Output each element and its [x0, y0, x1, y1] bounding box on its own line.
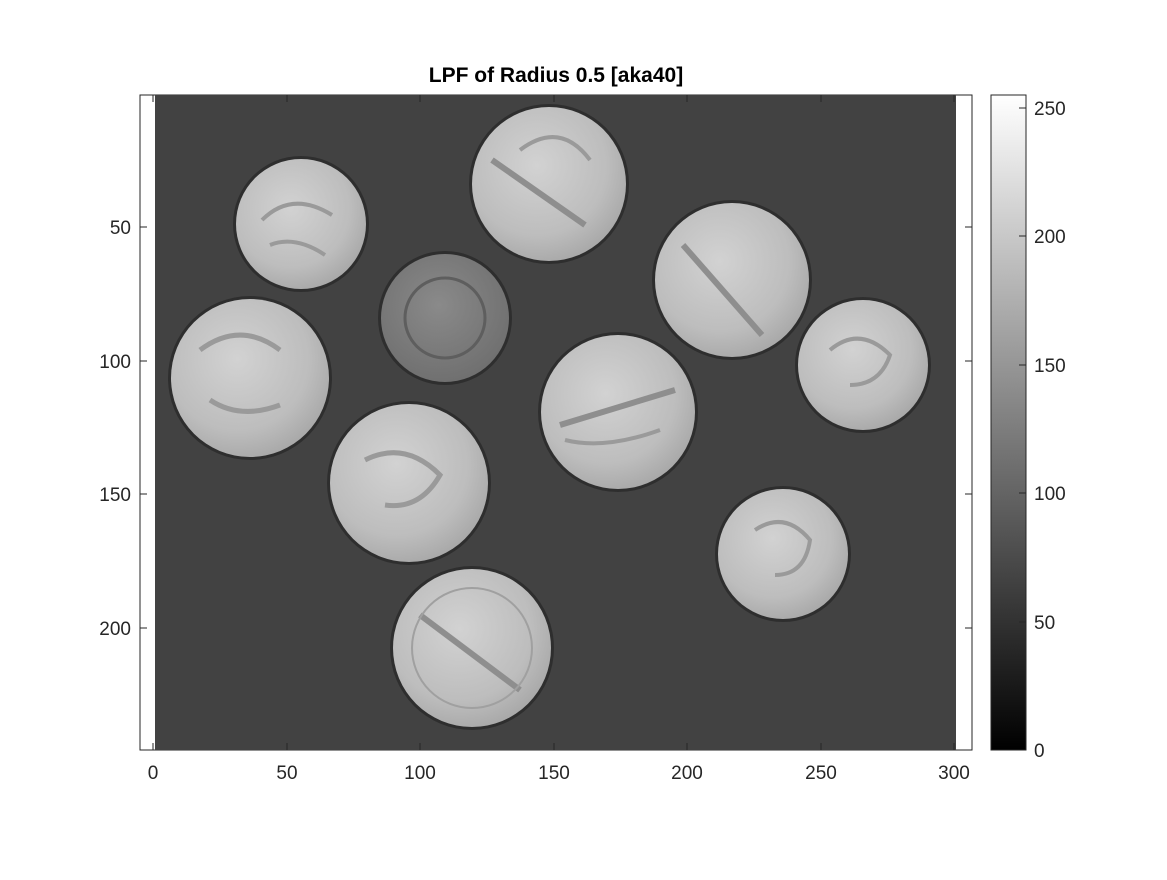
- y-tick-label: 150: [99, 485, 131, 506]
- coin-1: [233, 156, 369, 292]
- coin-7: [538, 332, 698, 492]
- y-tick-label: 50: [110, 218, 131, 239]
- y-tick-label: 200: [99, 619, 131, 640]
- coin-3: [378, 251, 512, 385]
- figure-title: LPF of Radius 0.5 [aka40]: [428, 64, 684, 87]
- colorbar-tick-label: 150: [1034, 356, 1066, 377]
- colorbar-tick-label: 50: [1034, 613, 1055, 634]
- coin-2: [469, 104, 629, 264]
- colorbar-tick-label: 0: [1034, 741, 1045, 762]
- y-axis: [140, 226, 972, 629]
- coin-4: [652, 200, 812, 360]
- colorbar-tick-label: 200: [1034, 227, 1066, 248]
- x-axis: [152, 95, 955, 750]
- coin-9: [715, 486, 851, 622]
- x-tick-label: 250: [805, 763, 837, 784]
- y-tick-label: 100: [99, 352, 131, 373]
- x-tick-label: 200: [671, 763, 703, 784]
- coin-6: [168, 296, 332, 460]
- coins: [168, 104, 931, 730]
- coin-5: [795, 297, 931, 433]
- coin-10: [390, 566, 554, 730]
- x-tick-label: 0: [148, 763, 159, 784]
- x-tick-label: 300: [938, 763, 970, 784]
- coin-8: [327, 401, 491, 565]
- colorbar-tick-label: 100: [1034, 484, 1066, 505]
- colorbar: 0 50 100 150 200 250: [990, 94, 1066, 762]
- x-tick-label: 50: [276, 763, 297, 784]
- x-tick-label: 100: [404, 763, 436, 784]
- x-tick-label: 150: [538, 763, 570, 784]
- colorbar-tick-label: 250: [1034, 99, 1066, 120]
